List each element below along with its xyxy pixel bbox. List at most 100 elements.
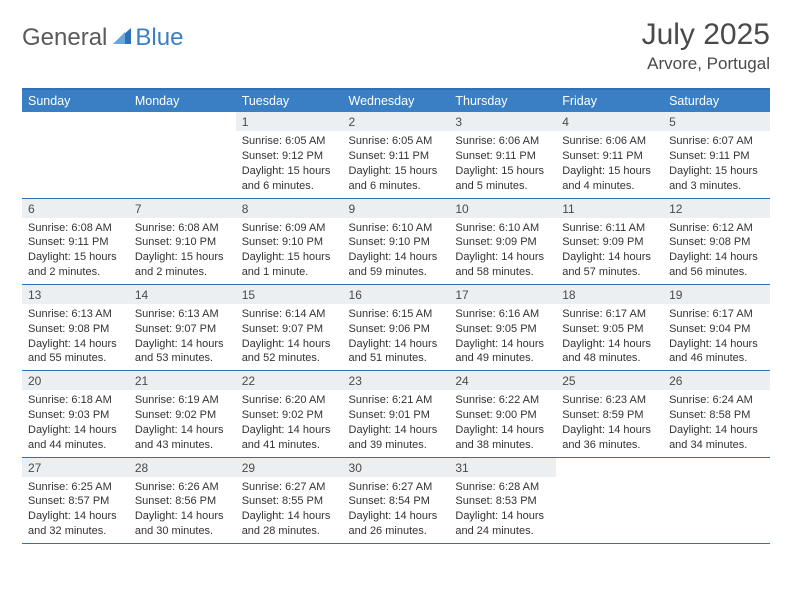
day-number: 15 — [236, 285, 343, 304]
day-body: Sunrise: 6:22 AMSunset: 9:00 PMDaylight:… — [449, 390, 556, 456]
day-number: 25 — [556, 371, 663, 390]
day-body: Sunrise: 6:07 AMSunset: 9:11 PMDaylight:… — [663, 131, 770, 197]
week-row: 13Sunrise: 6:13 AMSunset: 9:08 PMDayligh… — [22, 284, 770, 370]
day-body: Sunrise: 6:13 AMSunset: 9:08 PMDaylight:… — [22, 304, 129, 370]
day-cell: 10Sunrise: 6:10 AMSunset: 9:09 PMDayligh… — [449, 198, 556, 284]
day-body: Sunrise: 6:05 AMSunset: 9:12 PMDaylight:… — [236, 131, 343, 197]
day-body: Sunrise: 6:19 AMSunset: 9:02 PMDaylight:… — [129, 390, 236, 456]
day-cell: 11Sunrise: 6:11 AMSunset: 9:09 PMDayligh… — [556, 198, 663, 284]
day-number: 19 — [663, 285, 770, 304]
day-body: Sunrise: 6:11 AMSunset: 9:09 PMDaylight:… — [556, 218, 663, 284]
day-cell: 18Sunrise: 6:17 AMSunset: 9:05 PMDayligh… — [556, 284, 663, 370]
calendar-body: . . 1Sunrise: 6:05 AMSunset: 9:12 PMDayl… — [22, 112, 770, 544]
day-cell: 29Sunrise: 6:27 AMSunset: 8:55 PMDayligh… — [236, 457, 343, 543]
day-number: 18 — [556, 285, 663, 304]
day-number: 8 — [236, 199, 343, 218]
day-body: Sunrise: 6:15 AMSunset: 9:06 PMDaylight:… — [343, 304, 450, 370]
day-body: Sunrise: 6:25 AMSunset: 8:57 PMDaylight:… — [22, 477, 129, 543]
day-body: Sunrise: 6:18 AMSunset: 9:03 PMDaylight:… — [22, 390, 129, 456]
day-body: Sunrise: 6:08 AMSunset: 9:10 PMDaylight:… — [129, 218, 236, 284]
day-number: 22 — [236, 371, 343, 390]
day-cell: . — [22, 112, 129, 198]
day-number: 28 — [129, 458, 236, 477]
day-cell: 6Sunrise: 6:08 AMSunset: 9:11 PMDaylight… — [22, 198, 129, 284]
dow-header: Tuesday — [236, 89, 343, 112]
day-body: Sunrise: 6:16 AMSunset: 9:05 PMDaylight:… — [449, 304, 556, 370]
day-cell: 13Sunrise: 6:13 AMSunset: 9:08 PMDayligh… — [22, 284, 129, 370]
day-body: Sunrise: 6:05 AMSunset: 9:11 PMDaylight:… — [343, 131, 450, 197]
day-number: 10 — [449, 199, 556, 218]
brand-logo: General Blue — [22, 18, 183, 52]
day-cell: . — [556, 457, 663, 543]
day-cell: 15Sunrise: 6:14 AMSunset: 9:07 PMDayligh… — [236, 284, 343, 370]
day-number: 16 — [343, 285, 450, 304]
day-cell: 28Sunrise: 6:26 AMSunset: 8:56 PMDayligh… — [129, 457, 236, 543]
day-cell: 23Sunrise: 6:21 AMSunset: 9:01 PMDayligh… — [343, 371, 450, 457]
day-body: Sunrise: 6:06 AMSunset: 9:11 PMDaylight:… — [556, 131, 663, 197]
day-body: Sunrise: 6:12 AMSunset: 9:08 PMDaylight:… — [663, 218, 770, 284]
dow-header: Sunday — [22, 89, 129, 112]
day-number: 4 — [556, 112, 663, 131]
title-block: July 2025 Arvore, Portugal — [642, 18, 770, 74]
day-number: 5 — [663, 112, 770, 131]
day-number: 30 — [343, 458, 450, 477]
day-number: 21 — [129, 371, 236, 390]
day-cell: 4Sunrise: 6:06 AMSunset: 9:11 PMDaylight… — [556, 112, 663, 198]
day-number: 17 — [449, 285, 556, 304]
day-number: 14 — [129, 285, 236, 304]
week-row: 20Sunrise: 6:18 AMSunset: 9:03 PMDayligh… — [22, 371, 770, 457]
day-cell: 12Sunrise: 6:12 AMSunset: 9:08 PMDayligh… — [663, 198, 770, 284]
day-cell: 5Sunrise: 6:07 AMSunset: 9:11 PMDaylight… — [663, 112, 770, 198]
day-cell: 8Sunrise: 6:09 AMSunset: 9:10 PMDaylight… — [236, 198, 343, 284]
day-cell: 2Sunrise: 6:05 AMSunset: 9:11 PMDaylight… — [343, 112, 450, 198]
calendar-table: SundayMondayTuesdayWednesdayThursdayFrid… — [22, 88, 770, 544]
day-number: 29 — [236, 458, 343, 477]
day-body: Sunrise: 6:27 AMSunset: 8:55 PMDaylight:… — [236, 477, 343, 543]
header-bar: General Blue July 2025 Arvore, Portugal — [22, 18, 770, 74]
day-cell: 3Sunrise: 6:06 AMSunset: 9:11 PMDaylight… — [449, 112, 556, 198]
dow-header: Saturday — [663, 89, 770, 112]
week-row: . . 1Sunrise: 6:05 AMSunset: 9:12 PMDayl… — [22, 112, 770, 198]
day-cell: 22Sunrise: 6:20 AMSunset: 9:02 PMDayligh… — [236, 371, 343, 457]
brand-text-1: General — [22, 24, 107, 52]
week-row: 6Sunrise: 6:08 AMSunset: 9:11 PMDaylight… — [22, 198, 770, 284]
day-number: 3 — [449, 112, 556, 131]
day-cell: . — [129, 112, 236, 198]
day-number: 23 — [343, 371, 450, 390]
day-number: 7 — [129, 199, 236, 218]
day-number: 11 — [556, 199, 663, 218]
day-cell: 31Sunrise: 6:28 AMSunset: 8:53 PMDayligh… — [449, 457, 556, 543]
location-label: Arvore, Portugal — [642, 54, 770, 74]
day-body: Sunrise: 6:26 AMSunset: 8:56 PMDaylight:… — [129, 477, 236, 543]
day-body: Sunrise: 6:24 AMSunset: 8:58 PMDaylight:… — [663, 390, 770, 456]
day-number: 27 — [22, 458, 129, 477]
day-cell: 16Sunrise: 6:15 AMSunset: 9:06 PMDayligh… — [343, 284, 450, 370]
day-cell: 9Sunrise: 6:10 AMSunset: 9:10 PMDaylight… — [343, 198, 450, 284]
day-number: 26 — [663, 371, 770, 390]
dow-header: Friday — [556, 89, 663, 112]
day-cell: 26Sunrise: 6:24 AMSunset: 8:58 PMDayligh… — [663, 371, 770, 457]
day-body: Sunrise: 6:17 AMSunset: 9:05 PMDaylight:… — [556, 304, 663, 370]
day-cell: 7Sunrise: 6:08 AMSunset: 9:10 PMDaylight… — [129, 198, 236, 284]
day-body: Sunrise: 6:14 AMSunset: 9:07 PMDaylight:… — [236, 304, 343, 370]
day-cell: 14Sunrise: 6:13 AMSunset: 9:07 PMDayligh… — [129, 284, 236, 370]
day-cell: 30Sunrise: 6:27 AMSunset: 8:54 PMDayligh… — [343, 457, 450, 543]
day-number: 1 — [236, 112, 343, 131]
day-cell: 25Sunrise: 6:23 AMSunset: 8:59 PMDayligh… — [556, 371, 663, 457]
day-cell: 21Sunrise: 6:19 AMSunset: 9:02 PMDayligh… — [129, 371, 236, 457]
day-cell: 24Sunrise: 6:22 AMSunset: 9:00 PMDayligh… — [449, 371, 556, 457]
dow-header: Monday — [129, 89, 236, 112]
day-number: 12 — [663, 199, 770, 218]
dow-header: Wednesday — [343, 89, 450, 112]
day-body: Sunrise: 6:08 AMSunset: 9:11 PMDaylight:… — [22, 218, 129, 284]
page-title: July 2025 — [642, 18, 770, 52]
day-cell: 1Sunrise: 6:05 AMSunset: 9:12 PMDaylight… — [236, 112, 343, 198]
day-body: Sunrise: 6:10 AMSunset: 9:10 PMDaylight:… — [343, 218, 450, 284]
day-number: 13 — [22, 285, 129, 304]
day-number: 31 — [449, 458, 556, 477]
day-number: 24 — [449, 371, 556, 390]
day-cell: 17Sunrise: 6:16 AMSunset: 9:05 PMDayligh… — [449, 284, 556, 370]
day-number: 6 — [22, 199, 129, 218]
dow-header-row: SundayMondayTuesdayWednesdayThursdayFrid… — [22, 89, 770, 112]
dow-header: Thursday — [449, 89, 556, 112]
